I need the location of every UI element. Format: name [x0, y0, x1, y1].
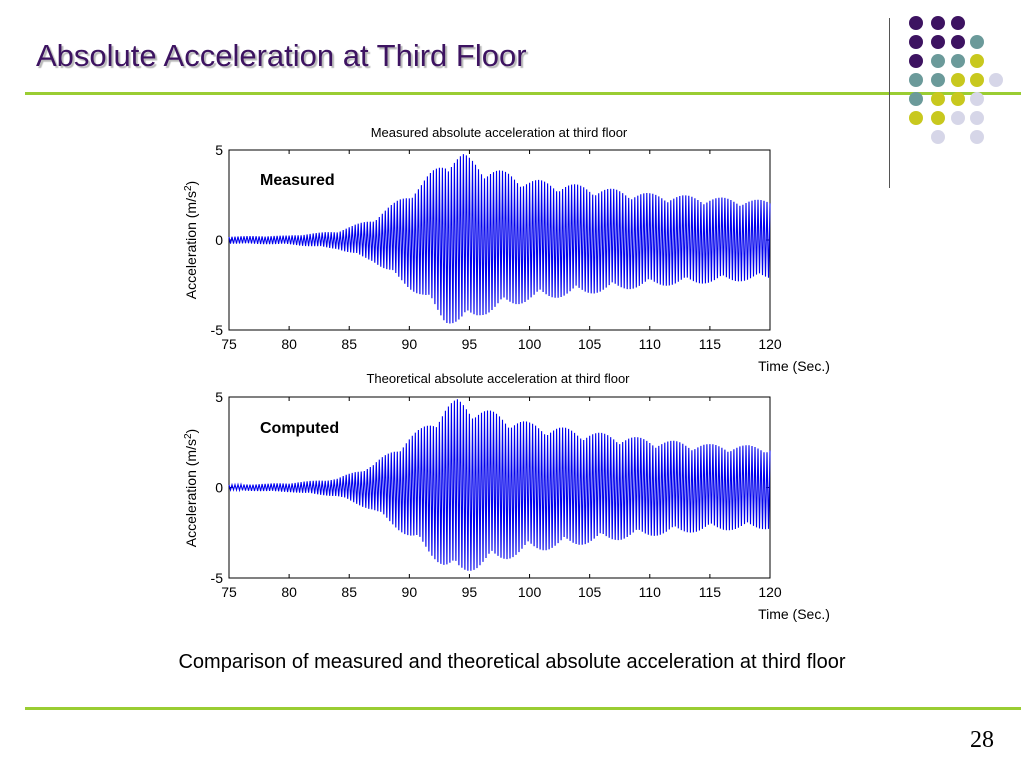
y-axis-label-exponent: 2 — [183, 433, 194, 439]
x-tick-label: 75 — [221, 336, 237, 352]
y-axis-label: Acceleration (m/s2) — [183, 181, 199, 299]
y-axis-label-text: Acceleration (m/s — [183, 191, 199, 299]
chart-annotation: Computed — [260, 420, 339, 437]
title-divider — [25, 92, 1021, 95]
x-axis-label: Time (Sec.) — [758, 358, 830, 374]
y-axis-label-close: ) — [183, 181, 199, 186]
y-axis-label-exponent: 2 — [183, 185, 194, 191]
y-tick-label: 0 — [215, 480, 223, 496]
vertical-divider — [889, 18, 890, 188]
page-number: 28 — [970, 727, 994, 753]
y-tick-labels: 5 0 -5 — [211, 389, 224, 586]
y-axis-label-close: ) — [183, 429, 199, 434]
x-tick-labels: 75 80 85 90 95 100 105 110 115 120 — [221, 336, 782, 352]
x-tick-label: 90 — [402, 584, 418, 600]
x-tick-label: 80 — [281, 584, 297, 600]
series-line-computed — [228, 399, 771, 571]
x-tick-label: 75 — [221, 584, 237, 600]
x-tick-label: 85 — [341, 584, 357, 600]
x-tick-label: 110 — [639, 336, 662, 352]
x-tick-labels: 75 80 85 90 95 100 105 110 115 120 — [221, 584, 782, 600]
x-tick-label: 115 — [699, 584, 722, 600]
x-tick-label: 105 — [578, 336, 602, 352]
y-tick-label: -5 — [211, 322, 224, 338]
x-tick-label: 120 — [758, 584, 782, 600]
y-tick-label: 5 — [215, 389, 223, 405]
x-tick-label: 85 — [341, 336, 357, 352]
figure-caption: Comparison of measured and theoretical a… — [178, 651, 846, 673]
chart-title: Measured absolute acceleration at third … — [371, 125, 628, 140]
x-tick-label: 100 — [518, 336, 542, 352]
x-tick-label: 120 — [758, 336, 782, 352]
x-tick-label: 95 — [462, 336, 478, 352]
x-tick-label: 95 — [462, 584, 478, 600]
x-tick-label: 105 — [578, 584, 602, 600]
x-tick-label: 110 — [639, 584, 662, 600]
x-tick-label: 115 — [699, 336, 722, 352]
x-tick-label: 90 — [402, 336, 418, 352]
y-axis-label: Acceleration (m/s2) — [183, 429, 199, 547]
y-tick-label: 0 — [215, 232, 223, 248]
x-axis-label: Time (Sec.) — [758, 606, 830, 622]
footer-divider — [25, 707, 1021, 710]
y-tick-label: 5 — [215, 142, 223, 158]
chart-computed: Theoretical absolute acceleration at thi… — [183, 371, 830, 622]
slide-title: Absolute Acceleration at Third Floor — [36, 38, 527, 73]
x-tick-label: 100 — [518, 584, 542, 600]
x-tick-label: 80 — [281, 336, 297, 352]
y-tick-label: -5 — [211, 570, 224, 586]
chart-annotation: Measured — [260, 172, 335, 189]
y-axis-label-text: Acceleration (m/s — [183, 439, 199, 547]
chart-title: Theoretical absolute acceleration at thi… — [366, 371, 630, 386]
y-tick-labels: 5 0 -5 — [211, 142, 224, 338]
chart-measured: Measured absolute acceleration at third … — [183, 125, 830, 374]
series-line-measured — [228, 154, 771, 324]
